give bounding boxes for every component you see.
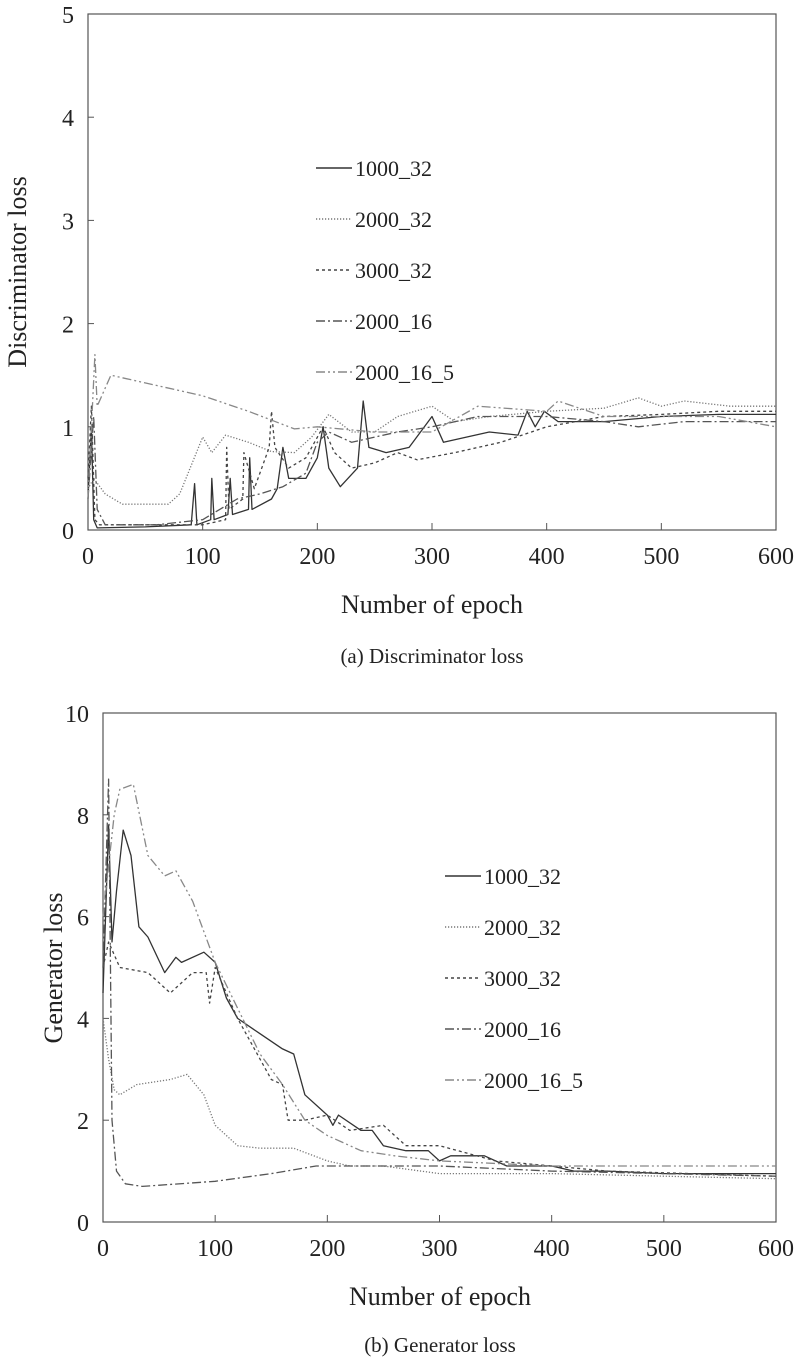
legend-label: 3000_32	[355, 258, 432, 283]
x-tick-label: 0	[82, 544, 94, 570]
x-tick-label: 100	[185, 544, 221, 570]
legend-label: 2000_16	[484, 1017, 561, 1042]
y-tick-label: 10	[65, 702, 89, 728]
x-tick-label: 100	[197, 1236, 233, 1262]
legend-label: 1000_32	[484, 864, 561, 889]
discriminator-loss-panel: Discriminator loss Number of epoch (a) D…	[3, 3, 794, 668]
panel-b-caption: (b) Generator loss	[364, 1333, 516, 1357]
y-tick-label: 6	[77, 906, 89, 932]
x-tick-label: 600	[758, 544, 794, 570]
series-line-2000_16	[102, 778, 777, 1188]
x-tick-label: 400	[534, 1236, 570, 1262]
generator-loss-panel: Generator loss Number of epoch (b) Gener…	[39, 702, 794, 1357]
series-line-1000_32	[87, 400, 776, 529]
y-tick-label: 4	[77, 1007, 89, 1033]
y-tick-label: 4	[62, 106, 74, 132]
series-line-2000_32	[87, 397, 776, 505]
y-tick-label: 5	[62, 3, 74, 29]
panel-a-caption: (a) Discriminator loss	[340, 644, 523, 668]
series-line-2000_16_5	[102, 783, 776, 1167]
y-tick-label: 0	[62, 519, 74, 545]
x-tick-label: 300	[414, 544, 450, 570]
x-tick-label: 0	[97, 1236, 109, 1262]
x-tick-label: 500	[643, 544, 679, 570]
panel-b-xlabel: Number of epoch	[349, 1282, 531, 1311]
y-tick-label: 2	[62, 313, 74, 339]
plot-frame	[102, 712, 777, 1223]
series-line-2000_32	[102, 1018, 777, 1180]
x-tick-label: 500	[646, 1236, 682, 1262]
legend-label: 2000_16_5	[484, 1068, 583, 1093]
y-tick-label: 1	[62, 416, 74, 442]
series-line-2000_16	[87, 415, 776, 526]
x-tick-label: 200	[299, 544, 335, 570]
plot-frame	[87, 13, 777, 531]
y-tick-label: 0	[77, 1211, 89, 1237]
x-tick-label: 400	[529, 544, 565, 570]
x-tick-label: 300	[422, 1236, 458, 1262]
legend-label: 2000_16_5	[355, 360, 454, 385]
y-tick-label: 8	[77, 804, 89, 830]
series-line-2000_16_5	[87, 353, 777, 500]
series-line-1000_32	[102, 824, 776, 1175]
panel-a-ylabel: Discriminator loss	[3, 176, 32, 367]
series-line-3000_32	[102, 941, 777, 1177]
legend-label: 2000_16	[355, 309, 432, 334]
y-tick-label: 3	[62, 209, 74, 235]
legend-label: 2000_32	[355, 207, 432, 232]
legend-label: 1000_32	[355, 156, 432, 181]
series-line-3000_32	[87, 405, 776, 526]
x-tick-label: 600	[758, 1236, 794, 1262]
legend-label: 3000_32	[484, 966, 561, 991]
panel-b-ylabel: Generator loss	[39, 893, 68, 1044]
legend-label: 2000_32	[484, 915, 561, 940]
x-tick-label: 200	[309, 1236, 345, 1262]
panel-a-xlabel: Number of epoch	[341, 590, 523, 619]
y-tick-label: 2	[77, 1109, 89, 1135]
